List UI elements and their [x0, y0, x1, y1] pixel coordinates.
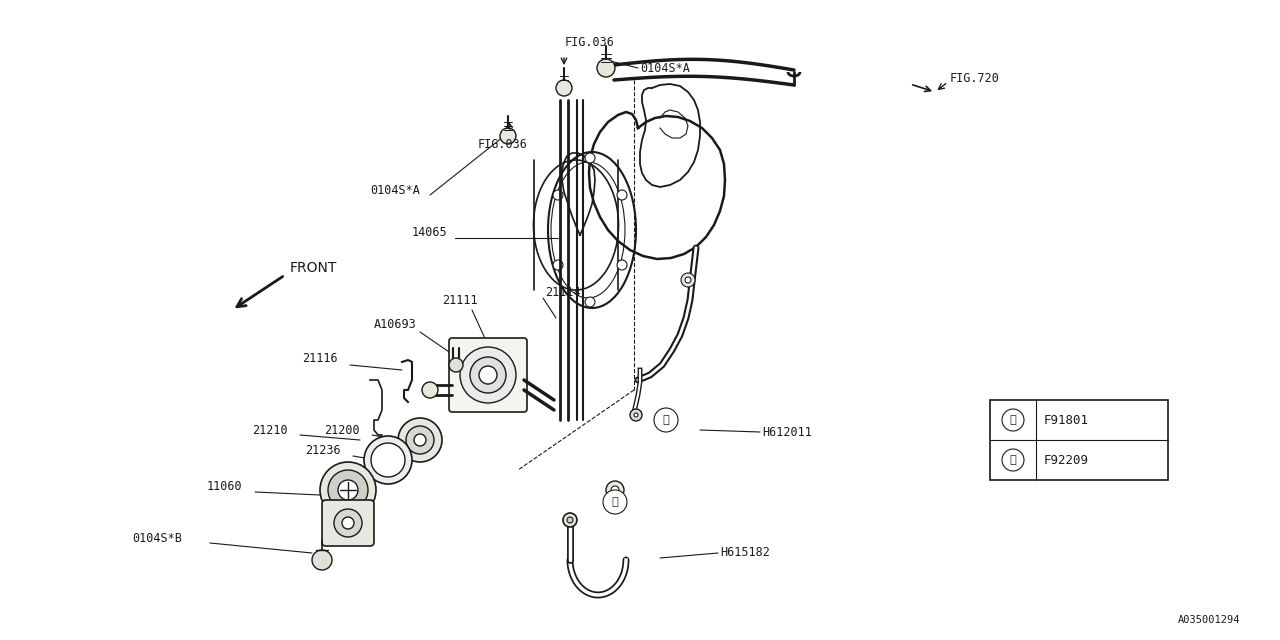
Circle shape: [553, 260, 563, 270]
Circle shape: [398, 418, 442, 462]
Circle shape: [470, 357, 506, 393]
Text: 21200: 21200: [324, 424, 360, 436]
Text: 0104S*A: 0104S*A: [370, 184, 420, 196]
Circle shape: [654, 408, 678, 432]
Text: 11060: 11060: [207, 481, 243, 493]
Text: 21210: 21210: [252, 424, 288, 436]
Circle shape: [406, 426, 434, 454]
Circle shape: [328, 470, 369, 510]
Circle shape: [585, 153, 595, 163]
Circle shape: [479, 366, 497, 384]
Text: 14065: 14065: [412, 225, 448, 239]
Circle shape: [553, 190, 563, 200]
Text: ①: ①: [1010, 415, 1016, 425]
Circle shape: [634, 413, 637, 417]
Text: ②: ②: [1010, 455, 1016, 465]
Circle shape: [338, 480, 358, 500]
Text: F91801: F91801: [1044, 413, 1089, 426]
FancyBboxPatch shape: [449, 338, 527, 412]
Text: 21111: 21111: [442, 294, 477, 307]
Text: A035001294: A035001294: [1178, 615, 1240, 625]
Text: F92209: F92209: [1044, 454, 1089, 467]
Circle shape: [681, 273, 695, 287]
Circle shape: [596, 59, 614, 77]
Circle shape: [334, 509, 362, 537]
Circle shape: [342, 517, 355, 529]
Text: H612011: H612011: [762, 426, 812, 438]
Text: FIG.720: FIG.720: [950, 72, 1000, 84]
Circle shape: [460, 347, 516, 403]
Text: A10693: A10693: [374, 319, 416, 332]
Text: 0104S*A: 0104S*A: [640, 61, 690, 74]
Circle shape: [585, 297, 595, 307]
Text: FRONT: FRONT: [291, 261, 338, 275]
Circle shape: [422, 382, 438, 398]
Text: 21236: 21236: [305, 444, 340, 456]
Circle shape: [630, 409, 643, 421]
Circle shape: [605, 481, 625, 499]
Circle shape: [449, 358, 463, 372]
Circle shape: [500, 128, 516, 144]
FancyBboxPatch shape: [323, 500, 374, 546]
Text: FIG.036: FIG.036: [477, 138, 527, 152]
Circle shape: [371, 443, 404, 477]
Text: 21114: 21114: [545, 285, 581, 298]
Circle shape: [563, 513, 577, 527]
Circle shape: [685, 277, 691, 283]
Circle shape: [312, 550, 332, 570]
Circle shape: [617, 190, 627, 200]
Circle shape: [1002, 409, 1024, 431]
Circle shape: [617, 260, 627, 270]
Circle shape: [413, 434, 426, 446]
Text: 21116: 21116: [302, 351, 338, 365]
Circle shape: [556, 80, 572, 96]
Circle shape: [364, 436, 412, 484]
Circle shape: [1002, 449, 1024, 471]
Circle shape: [320, 462, 376, 518]
Circle shape: [611, 486, 620, 494]
Circle shape: [603, 490, 627, 514]
Circle shape: [567, 517, 573, 523]
Text: 0104S*B: 0104S*B: [132, 531, 182, 545]
Text: H615182: H615182: [719, 547, 769, 559]
Text: ②: ②: [612, 497, 618, 507]
Text: FIG.036: FIG.036: [564, 36, 614, 49]
Text: ①: ①: [663, 415, 669, 425]
Bar: [989, 400, 1169, 480]
